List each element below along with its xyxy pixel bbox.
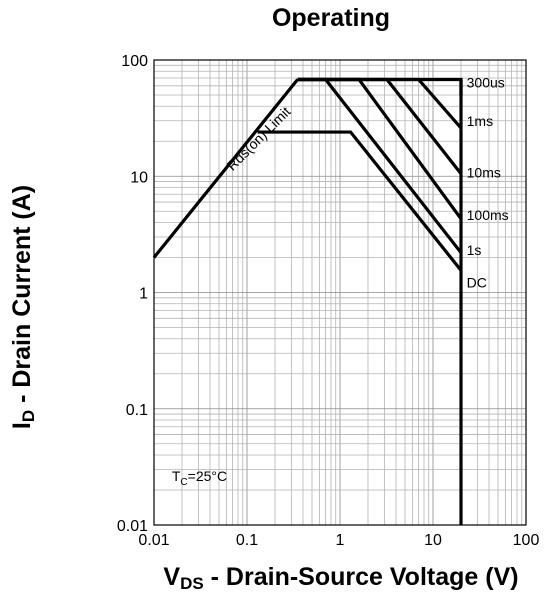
- curve-10ms: [297, 77, 463, 175]
- curve-labels: Rds(on) Limit 300us 1ms 10ms 100ms 1s DC: [223, 75, 508, 291]
- x-tick-label: 100: [513, 532, 540, 549]
- grid: [154, 60, 526, 525]
- x-tick-label: 10: [424, 532, 442, 549]
- curve-rds-on-limit: [152, 78, 299, 259]
- label-1ms: 1ms: [467, 113, 493, 129]
- y-tick-label: 0.1: [126, 402, 148, 419]
- y-axis-title: ID - Drain Current (A): [8, 185, 38, 429]
- y-tick-label: 10: [130, 169, 148, 186]
- x-tick-label: 0.01: [138, 532, 169, 549]
- x-axis-title: VDS - Drain-Source Voltage (V): [163, 563, 518, 593]
- label-100ms: 100ms: [467, 207, 509, 223]
- x-axis-title-main: V: [163, 563, 180, 591]
- curve-dc: [257, 130, 463, 272]
- label-10ms: 10ms: [467, 164, 501, 180]
- tick-labels: 0.01 0.1 1 10 100 0.01 0.1 1 10 100: [117, 53, 540, 549]
- chart-title: Operating: [272, 4, 390, 32]
- soa-curves: [152, 77, 463, 525]
- y-axis-title-main: I: [8, 422, 36, 429]
- y-tick-label: 100: [121, 53, 148, 70]
- condition-sub: C: [180, 477, 187, 488]
- x-axis-title-sub: DS: [180, 574, 204, 593]
- x-tick-label: 0.1: [236, 532, 258, 549]
- y-tick-label: 1: [139, 286, 148, 303]
- curve-1s: [297, 77, 463, 254]
- condition-label: TC=25°C: [172, 468, 227, 488]
- label-dc: DC: [467, 275, 487, 291]
- label-300us: 300us: [467, 75, 505, 91]
- curve-300us: [297, 77, 463, 95]
- x-axis-title-rest: - Drain-Source Voltage (V): [204, 563, 519, 591]
- condition-rest: =25°C: [188, 468, 227, 484]
- y-tick-label: 0.01: [117, 518, 148, 535]
- plot-frame: [153, 59, 527, 526]
- label-rds-on-limit: Rds(on) Limit: [223, 103, 293, 173]
- x-tick-label: 1: [336, 532, 345, 549]
- label-1s: 1s: [467, 242, 482, 258]
- y-axis-title-rest: - Drain Current (A): [8, 185, 36, 410]
- condition-main: T: [172, 468, 181, 484]
- y-axis-title-sub: D: [19, 410, 38, 422]
